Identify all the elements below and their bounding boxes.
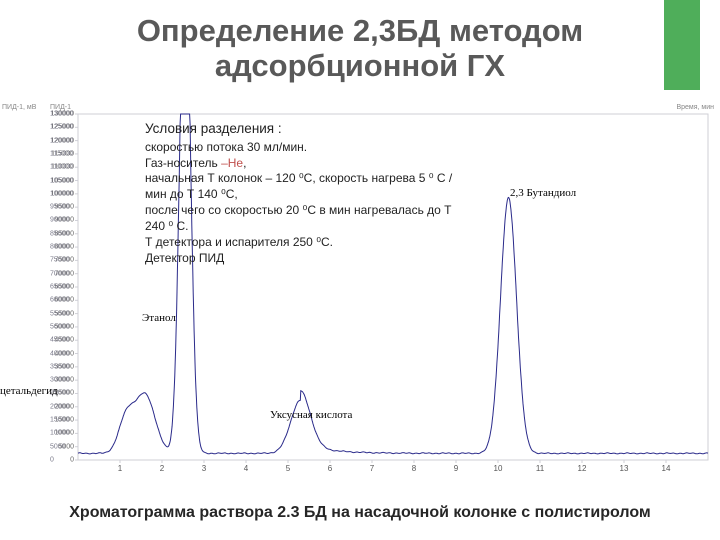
carrier-gas: –He (221, 156, 243, 170)
conditions-heading: Условия разделения : (145, 120, 455, 138)
x-tick-label: 3 (202, 464, 206, 473)
peak-label: Ацетальдегид (0, 385, 58, 397)
y-tick-label-2: 60000 (50, 297, 69, 304)
x-tick-label: 11 (536, 464, 544, 473)
y-tick-label-2: 100000 (50, 190, 73, 197)
y-tick-label-2: 5000 (50, 443, 66, 450)
y-axis-label-1: ПИД-1, мВ (2, 104, 36, 111)
y-tick-label-2: 55000 (50, 310, 69, 317)
y-tick-label-2: 30000 (50, 377, 69, 384)
y-tick-label-2: 0 (50, 457, 54, 464)
cond-line-6: Детектор ПИД (145, 251, 455, 267)
x-tick-label: 14 (662, 464, 671, 473)
y-tick-label-2: 70000 (50, 270, 69, 277)
y-tick-label-2: 80000 (50, 244, 69, 251)
x-tick-label: 8 (412, 464, 416, 473)
cond-line-3: начальная Т колонок – 120 ⁰С, скорость н… (145, 171, 455, 203)
x-tick-label: 5 (286, 464, 290, 473)
x-axis-label: Время, мин (676, 104, 714, 111)
y-tick-label-2: 125000 (50, 124, 73, 131)
x-tick-label: 1 (118, 464, 122, 473)
cond-line-1: скоростью потока 30 мл/мин. (145, 140, 455, 156)
cond-line-2: Газ-носитель –He, (145, 156, 455, 172)
y-tick-label-2: 45000 (50, 337, 69, 344)
y-tick-label-2: 105000 (50, 177, 73, 184)
y-tick-label-2: 65000 (50, 284, 69, 291)
x-tick-label: 10 (494, 464, 503, 473)
y-tick-label-2: 120000 (50, 137, 73, 144)
slide-caption: Хроматограмма раствора 2.3 БД на насадоч… (0, 504, 720, 522)
y-tick-label-2: 95000 (50, 204, 69, 211)
y-tick-label-2: 35000 (50, 363, 69, 370)
cond-line-4: после чего со скоростью 20 ⁰С в мин нагр… (145, 203, 455, 235)
x-tick-label: 9 (454, 464, 458, 473)
y-tick-label-2: 115000 (50, 150, 73, 157)
y-tick-label-2: 40000 (50, 350, 69, 357)
x-tick-label: 6 (328, 464, 332, 473)
cond-line-5: Т детектора и испарителя 250 ⁰С. (145, 235, 455, 251)
y-tick-label-2: 50000 (50, 323, 69, 330)
peak-label: Уксусная кислота (270, 409, 352, 421)
x-tick-label: 4 (244, 464, 248, 473)
slide-title: Определение 2,3БД методом адсорбционной … (60, 14, 660, 83)
peak-label: 2,3 Бутандиол (510, 187, 576, 199)
x-tick-label: 7 (370, 464, 374, 473)
accent-bar (664, 0, 700, 90)
x-tick-label: 12 (578, 464, 587, 473)
y-tick-label-2: 10000 (50, 430, 69, 437)
y-tick-label-2: 130000 (50, 111, 73, 118)
y-tick-label-2: 75000 (50, 257, 69, 264)
chromatogram-chart: Условия разделения : скоростью потока 30… (0, 102, 720, 477)
y-tick-label-2: 85000 (50, 230, 69, 237)
y-tick-label-2: 15000 (50, 417, 69, 424)
x-tick-label: 13 (620, 464, 629, 473)
peak-label: Этанол (142, 312, 176, 324)
conditions-box: Условия разделения : скоростью потока 30… (145, 120, 455, 266)
y-axis-label-2: ПИД-1 (50, 104, 71, 111)
y-tick-label-2: 20000 (50, 403, 69, 410)
y-tick-label-2: 90000 (50, 217, 69, 224)
x-tick-label: 2 (160, 464, 164, 473)
y-tick-label-2: 110000 (50, 164, 73, 171)
y-tick-label: 0 (70, 457, 74, 464)
